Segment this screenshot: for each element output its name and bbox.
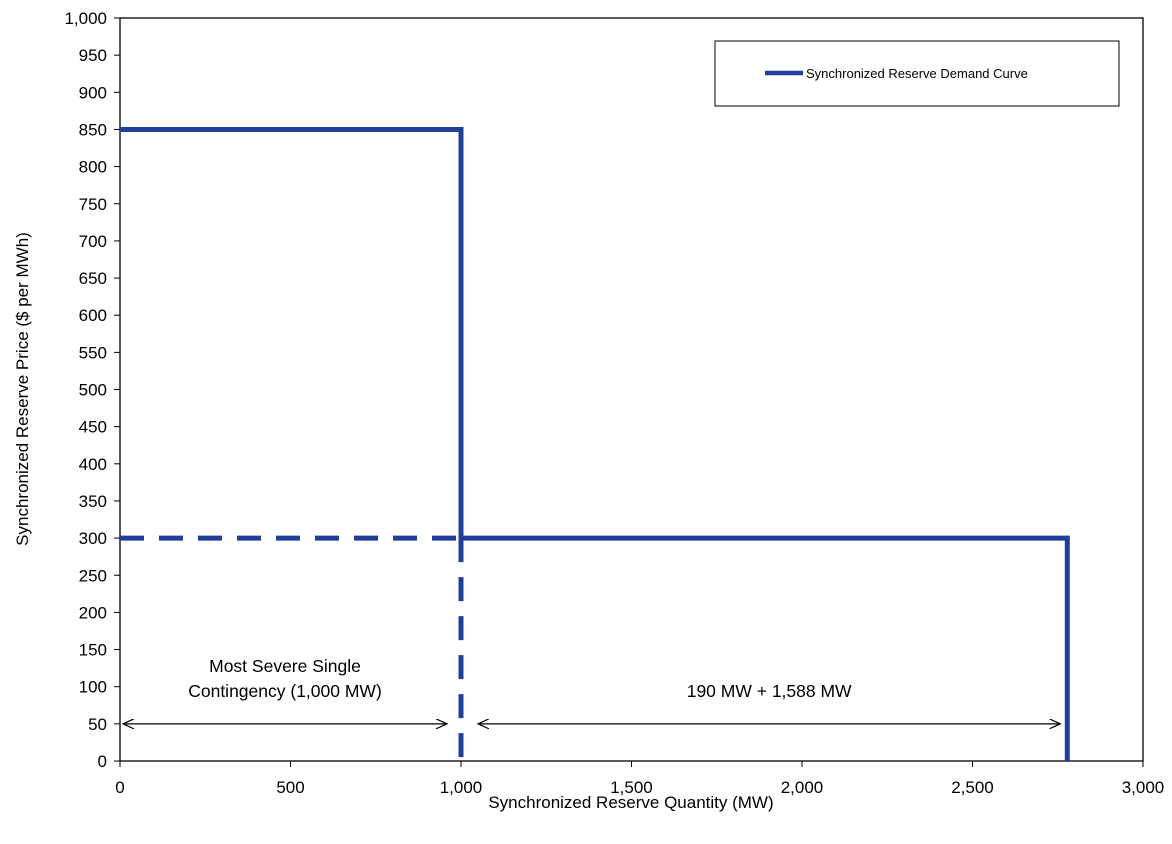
y-tick-label: 950 (79, 46, 107, 65)
y-tick-label: 500 (79, 381, 107, 400)
y-tick-label: 600 (79, 306, 107, 325)
y-tick-label: 0 (98, 752, 107, 771)
y-tick-label: 50 (88, 715, 107, 734)
x-tick-label: 1,000 (440, 778, 483, 797)
annotation-label: Most Severe Single (209, 656, 361, 676)
x-axis: 0 500 1,000 1,500 2,000 2,500 3,000 (115, 761, 1164, 797)
y-axis: 0 50 100 150 200 250 300 350 400 450 500 550 600 650 7… (64, 9, 120, 771)
y-tick-label: 550 (79, 343, 107, 362)
y-tick-label: 300 (79, 529, 107, 548)
legend: Synchronized Reserve Demand Curve (714, 40, 1120, 107)
annotation-label: Contingency (1,000 MW) (188, 681, 382, 701)
y-tick-label: 850 (79, 120, 107, 139)
y-axis-title: Synchronized Reserve Price ($ per MWh) (13, 232, 32, 546)
y-tick-label: 800 (79, 158, 107, 177)
demand-curve-line (120, 126, 1070, 761)
x-tick-label: 1,500 (610, 778, 653, 797)
x-tick-label: 0 (115, 778, 124, 797)
y-tick-label: 900 (79, 83, 107, 102)
x-axis-title: Synchronized Reserve Quantity (MW) (488, 793, 773, 812)
series-lines (120, 126, 1070, 761)
y-tick-label: 750 (79, 195, 107, 214)
y-tick-label: 1,000 (64, 9, 107, 28)
y-tick-label: 700 (79, 232, 107, 251)
x-tick-label: 2,000 (781, 778, 824, 797)
y-tick-label: 150 (79, 641, 107, 660)
legend-label: Synchronized Reserve Demand Curve (806, 66, 1028, 81)
x-tick-label: 3,000 (1122, 778, 1165, 797)
y-tick-label: 450 (79, 418, 107, 437)
annotation-label: 190 MW + 1,588 MW (687, 681, 852, 701)
y-tick-label: 400 (79, 455, 107, 474)
x-tick-label: 2,500 (951, 778, 994, 797)
reference-lines (120, 535, 464, 761)
y-tick-label: 650 (79, 269, 107, 288)
y-tick-label: 100 (79, 678, 107, 697)
y-tick-label: 200 (79, 603, 107, 622)
annotations: Most Severe Single Contingency (1,000 MW)… (123, 656, 1060, 724)
x-tick-label: 500 (276, 778, 304, 797)
y-tick-label: 250 (79, 566, 107, 585)
y-tick-label: 350 (79, 492, 107, 511)
